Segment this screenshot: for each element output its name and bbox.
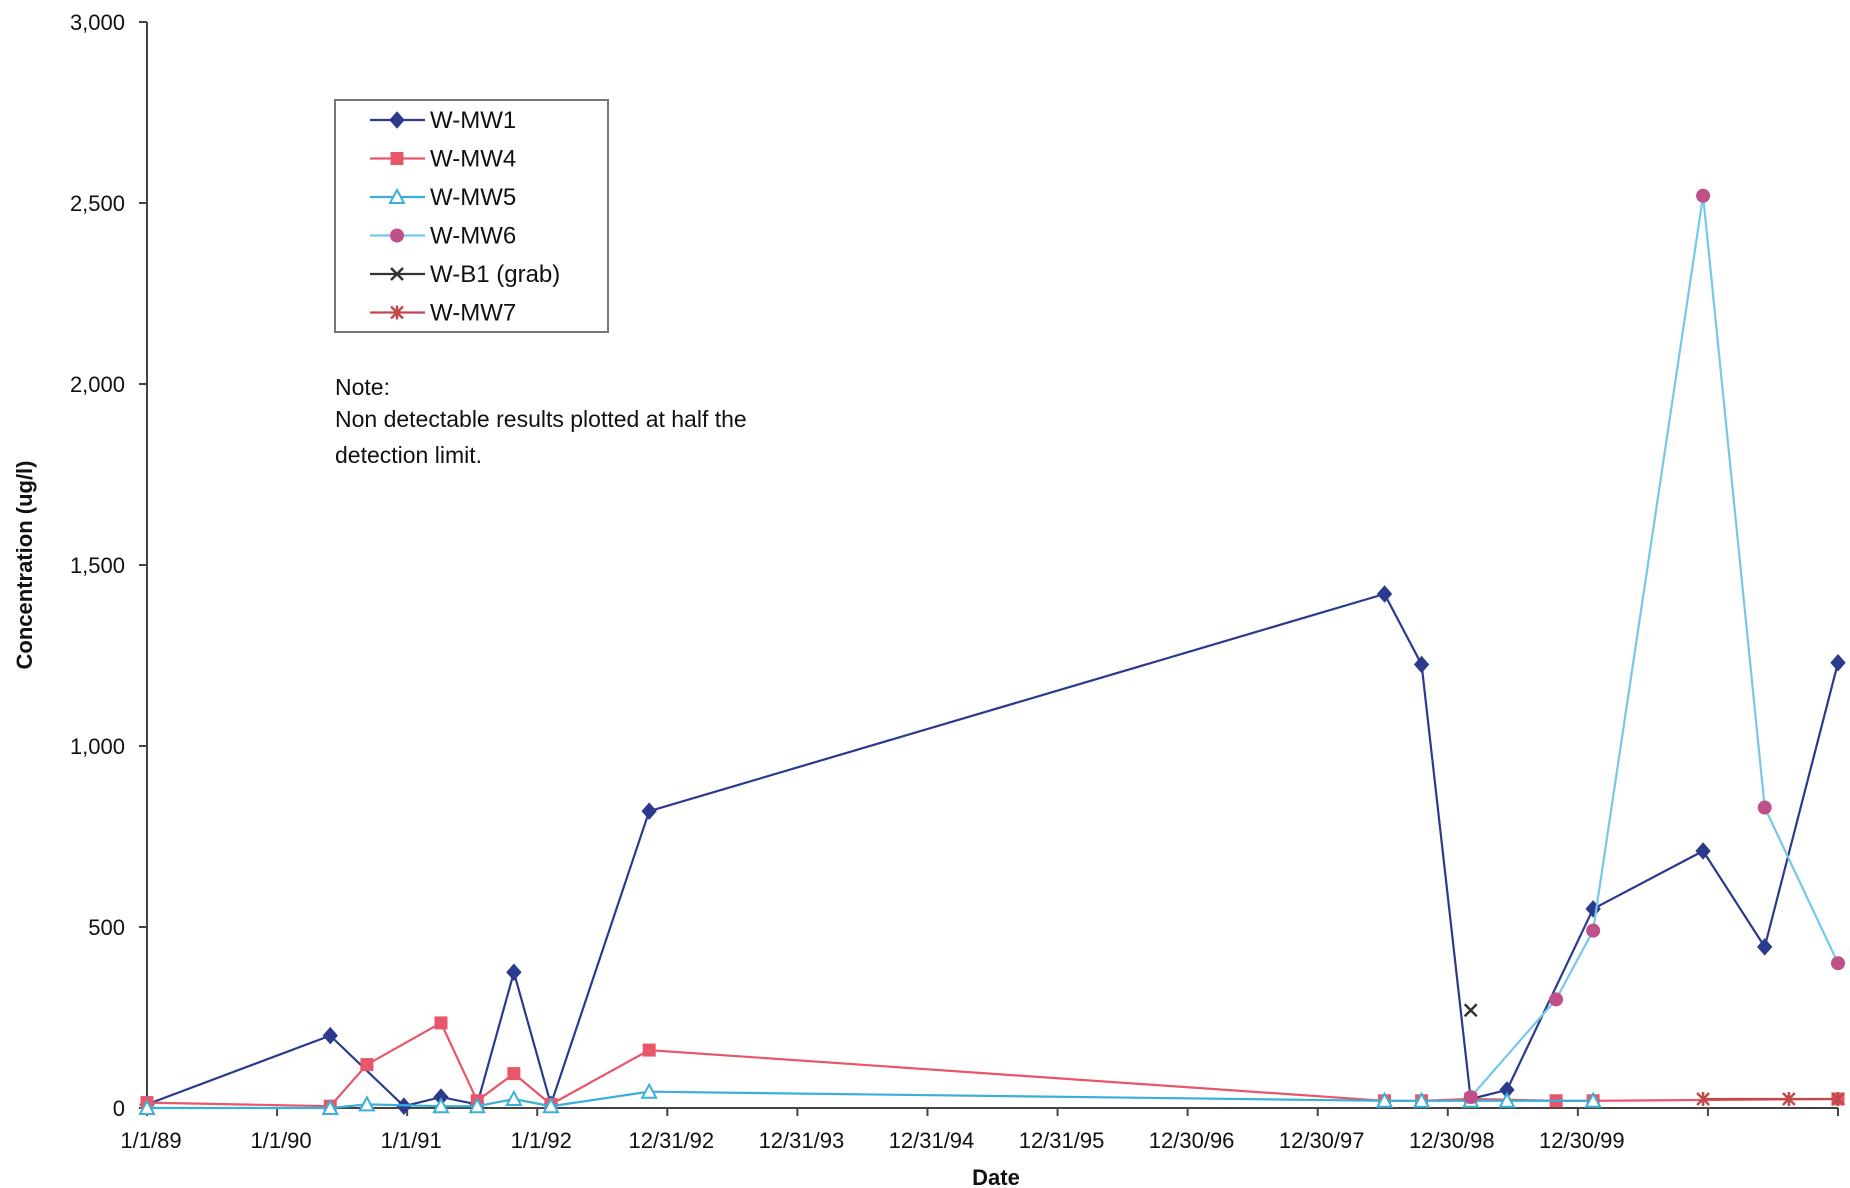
data-point [507,1067,521,1081]
series-line [146,592,1840,1109]
data-point [1413,655,1430,674]
chart-note: Note: Non detectable results plotted at … [335,374,747,468]
data-point [1695,842,1711,860]
legend-box [334,99,609,333]
x-tick-label: 12/31/92 [628,1128,714,1153]
series-4 [1463,1003,1478,1018]
legend-label: W-MW4 [430,146,516,173]
legend-marker [390,305,404,320]
data-point [1584,1091,1602,1108]
data-point [322,1026,338,1045]
x-tick-label: 12/31/93 [759,1128,845,1153]
data-point [1696,1091,1710,1106]
series-0 [139,585,1846,1115]
x-tick-label: 12/31/95 [1019,1128,1105,1153]
legend: W-MW1 W-MW4 W-MW5 W-MW6 W-B1 (grab) W-MW7 [334,99,609,333]
data-point [542,1097,560,1114]
legend-marker [388,187,406,204]
data-point [640,1082,658,1099]
data-point [1781,1091,1796,1106]
y-tick-label: 3,000 [70,10,125,35]
y-tick-label: 500 [88,915,125,940]
data-point [1831,956,1845,971]
series-line [146,1021,1839,1108]
data-point [358,1095,376,1112]
series-2 [138,1082,1602,1115]
data-point [1696,188,1711,203]
legend-label: W-MW6 [430,223,516,250]
data-point [505,1089,523,1106]
legend-marker [390,152,404,165]
data-point [1831,1091,1845,1106]
x-tick-label: 12/30/97 [1279,1128,1365,1153]
y-tick-label: 0 [113,1096,125,1121]
data-point [1498,1091,1516,1108]
x-tick-label: 12/30/98 [1409,1128,1495,1153]
series-3 [1463,188,1845,1105]
data-point [1463,1090,1478,1105]
series-line [1469,195,1839,1098]
legend-marker [389,111,405,129]
x-ticks: 1/1/89 1/1/90 1/1/91 1/1/92 12/31/92 12/31/93… [120,1108,1839,1153]
data-point [641,802,657,820]
y-tick-label: 1,500 [70,553,125,578]
note-heading: Note: [335,374,390,400]
data-point [1586,923,1601,938]
data-point [506,963,522,982]
legend-label: W-MW5 [430,184,516,211]
x-tick-label: 1/1/89 [120,1128,181,1153]
data-point [321,1098,339,1115]
data-point [434,1016,448,1030]
data-point [1830,653,1846,672]
series-5 [1696,1091,1845,1106]
note-line-1: Non detectable results plotted at half t… [335,406,747,432]
data-point [138,1098,156,1115]
legend-label: W-MW7 [430,300,516,327]
data-point [1375,1091,1394,1108]
y-axis-title: Concentration (ug/l) [12,461,37,670]
note-line-2: detection limit. [335,442,482,468]
data-point [1463,1003,1478,1018]
y-tick-label: 2,500 [70,191,125,216]
data-point [1757,938,1773,956]
y-tick-label: 2,000 [70,372,125,397]
data-point [1757,800,1772,815]
legend-marker [390,228,404,243]
data-point [1549,992,1564,1007]
data-point [432,1097,450,1114]
data-point [1412,1091,1431,1108]
x-axis-title: Date [972,1165,1020,1188]
data-point [642,1043,656,1057]
x-tick-label: 1/1/92 [511,1128,572,1153]
legend-label: W-B1 (grab) [430,261,560,288]
data-point [360,1058,374,1072]
y-ticks: 0 500 1,000 1,500 2,000 2,500 3,000 [70,10,147,1121]
series-group [138,188,1846,1115]
x-tick-label: 1/1/91 [381,1128,442,1153]
x-tick-label: 12/31/94 [889,1128,975,1153]
data-point [1376,585,1393,603]
y-tick-label: 1,000 [70,734,125,759]
x-tick-label: 12/30/96 [1149,1128,1235,1153]
x-tick-label: 12/30/99 [1539,1128,1625,1153]
data-point [468,1097,486,1114]
legend-marker [390,267,404,281]
legend-label: W-MW1 [430,107,516,134]
x-tick-label: 1/1/90 [250,1128,311,1153]
